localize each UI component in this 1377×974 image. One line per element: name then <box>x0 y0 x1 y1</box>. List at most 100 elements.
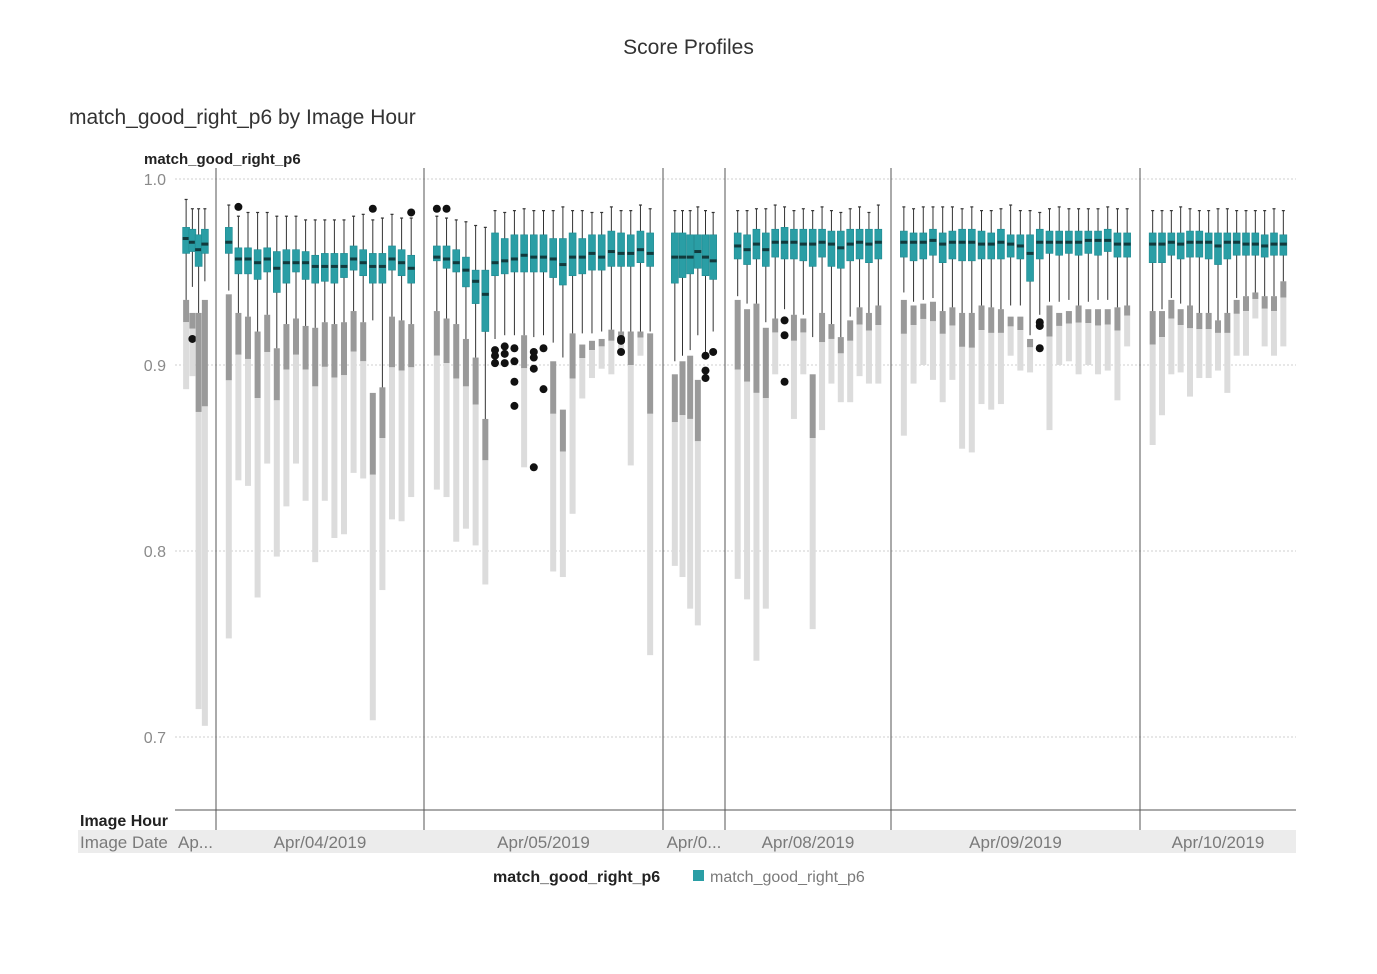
box-item[interactable] <box>1016 210 1025 371</box>
box-item[interactable] <box>1176 206 1185 373</box>
box-item[interactable] <box>900 206 908 436</box>
box-item[interactable] <box>368 204 377 721</box>
legend-entry[interactable]: match_good_right_p6 <box>710 869 865 886</box>
box-item[interactable] <box>626 210 635 466</box>
box-item[interactable] <box>874 204 883 384</box>
box-item[interactable] <box>646 208 654 656</box>
box-item[interactable] <box>780 206 789 386</box>
box-item[interactable] <box>1186 208 1194 397</box>
box-item[interactable] <box>1123 208 1131 347</box>
box-item[interactable] <box>529 210 538 472</box>
box-item[interactable] <box>1074 208 1083 375</box>
box-item[interactable] <box>1232 210 1241 356</box>
box-item[interactable] <box>733 210 742 579</box>
box-item[interactable] <box>388 213 396 520</box>
box-item[interactable] <box>182 198 190 390</box>
box-item[interactable] <box>752 208 761 661</box>
box-item[interactable] <box>1113 208 1122 401</box>
box-item[interactable] <box>855 206 864 377</box>
box-item[interactable] <box>709 211 718 356</box>
box-item[interactable] <box>1035 211 1044 353</box>
box-item[interactable] <box>909 208 918 384</box>
box-item[interactable] <box>1026 210 1034 373</box>
box-item[interactable] <box>588 211 596 379</box>
box-item[interactable] <box>1195 210 1204 379</box>
box-item[interactable] <box>1103 206 1112 371</box>
box-item[interactable] <box>607 206 616 375</box>
box-item[interactable] <box>827 210 836 384</box>
box-item[interactable] <box>292 215 300 464</box>
box-item[interactable] <box>762 208 770 609</box>
box-item[interactable] <box>948 206 957 380</box>
box-item[interactable] <box>1148 210 1157 445</box>
box-item[interactable] <box>1065 208 1073 362</box>
box-item[interactable] <box>510 210 519 410</box>
box-item[interactable] <box>617 210 626 356</box>
box-item[interactable] <box>1223 208 1232 393</box>
box-item[interactable] <box>958 208 966 449</box>
box-item[interactable] <box>790 210 798 419</box>
box-item[interactable] <box>301 219 310 501</box>
box-item[interactable] <box>671 210 679 566</box>
box-item[interactable] <box>929 206 937 380</box>
box-item[interactable] <box>559 206 567 578</box>
box-item[interactable] <box>1055 206 1063 365</box>
box-item[interactable] <box>1270 208 1278 356</box>
box-item[interactable] <box>471 224 480 546</box>
box-item[interactable] <box>1214 208 1222 371</box>
box-item[interactable] <box>340 219 348 535</box>
box-item[interactable] <box>539 210 548 394</box>
box-item[interactable] <box>1094 208 1102 375</box>
box-item[interactable] <box>578 210 587 399</box>
box-item[interactable] <box>977 210 986 405</box>
box-item[interactable] <box>997 208 1005 405</box>
box-item[interactable] <box>253 211 262 598</box>
box-item[interactable] <box>330 219 339 538</box>
box-item[interactable] <box>694 206 702 626</box>
box-item[interactable] <box>1251 210 1260 319</box>
box-item[interactable] <box>1204 210 1213 379</box>
box-item[interactable] <box>194 208 203 710</box>
box-item[interactable] <box>442 204 451 498</box>
box-item[interactable] <box>491 210 500 368</box>
box-item[interactable] <box>743 210 751 600</box>
box-item[interactable] <box>938 206 947 403</box>
box-item[interactable] <box>678 210 687 578</box>
box-item[interactable] <box>359 213 368 479</box>
box-item[interactable] <box>808 210 817 630</box>
box-item[interactable] <box>188 208 197 377</box>
box-item[interactable] <box>1158 210 1166 416</box>
box-item[interactable] <box>407 208 416 498</box>
box-item[interactable] <box>1084 208 1093 365</box>
box-item[interactable] <box>272 215 281 557</box>
box-item[interactable] <box>1260 210 1269 347</box>
box-item[interactable] <box>597 211 606 369</box>
box-item[interactable] <box>520 208 528 468</box>
box-item[interactable] <box>349 215 358 473</box>
box-item[interactable] <box>987 210 996 410</box>
box-item[interactable] <box>1167 210 1176 375</box>
box-item[interactable] <box>452 219 461 542</box>
box-item[interactable] <box>481 226 490 585</box>
box-item[interactable] <box>432 204 441 490</box>
box-item[interactable] <box>1279 210 1288 347</box>
box-item[interactable] <box>282 215 291 507</box>
box-item[interactable] <box>701 210 710 383</box>
box-item[interactable] <box>919 206 928 365</box>
box-item[interactable] <box>378 217 387 591</box>
box-item[interactable] <box>311 219 320 563</box>
box-item[interactable] <box>549 210 557 572</box>
box-item[interactable] <box>686 210 694 609</box>
box-item[interactable] <box>968 206 976 453</box>
box-item[interactable] <box>818 206 826 431</box>
box-item[interactable] <box>771 204 779 375</box>
box-item[interactable] <box>1006 204 1015 356</box>
box-item[interactable] <box>244 211 252 486</box>
box-item[interactable] <box>1242 210 1250 356</box>
box-item[interactable] <box>397 217 406 522</box>
box-item[interactable] <box>234 202 243 481</box>
box-item[interactable] <box>263 211 272 464</box>
box-item[interactable] <box>225 204 233 639</box>
box-item[interactable] <box>500 211 509 368</box>
box-item[interactable] <box>846 208 854 403</box>
